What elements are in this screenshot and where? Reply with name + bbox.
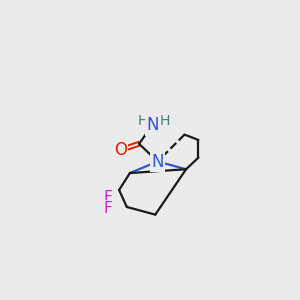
Text: H: H <box>160 114 170 128</box>
Text: F: F <box>103 201 112 216</box>
Text: O: O <box>114 141 127 159</box>
Text: H: H <box>138 114 148 128</box>
Text: F: F <box>103 190 112 205</box>
Text: N: N <box>152 152 164 170</box>
Text: N: N <box>146 116 158 134</box>
